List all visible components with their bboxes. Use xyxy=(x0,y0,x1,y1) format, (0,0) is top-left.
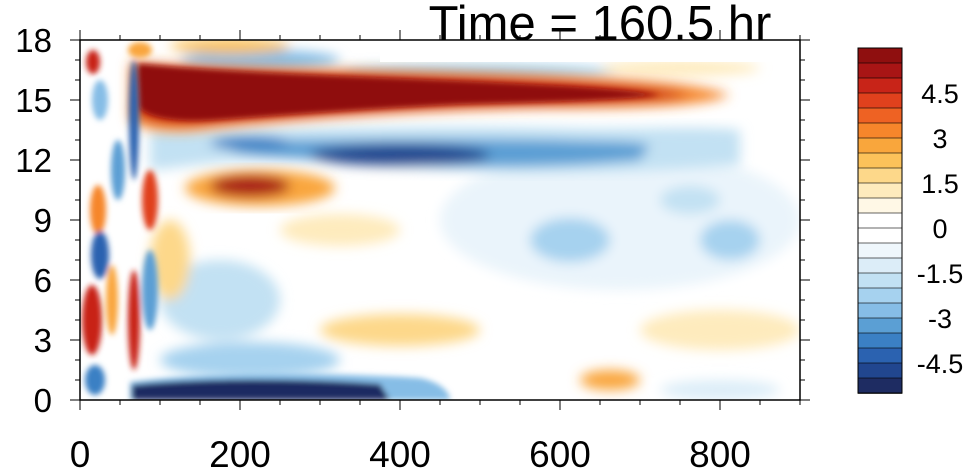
field-warm-mid-left xyxy=(150,220,190,300)
colorbar-tick-label: 0 xyxy=(932,214,947,244)
field-weak-warm-low-2 xyxy=(640,310,800,350)
wave-cold-4 xyxy=(111,140,125,200)
x-tick-label: 0 xyxy=(70,434,91,473)
colorbar-swatch xyxy=(857,107,903,124)
colorbar-tick-label: 1.5 xyxy=(921,169,959,199)
colorbar-swatch xyxy=(857,377,903,394)
y-axis: 0 3 6 9 12 15 18 xyxy=(15,22,810,419)
surface-cold-band-core xyxy=(132,379,390,400)
wave-cold-6 xyxy=(142,250,158,330)
upper-warm-band-core xyxy=(138,64,660,121)
colorbar-tick-label: 4.5 xyxy=(921,79,959,109)
wave-warm-4 xyxy=(106,265,118,335)
x-axis: 0 200 400 600 800 xyxy=(70,30,801,473)
colorbar-swatch xyxy=(857,227,903,244)
title-backdrop xyxy=(380,0,805,62)
colorbar-swatch xyxy=(857,182,903,199)
field-cold-low-left xyxy=(160,342,340,378)
colorbar: 4.5 3 1.5 0 -1.5 -3 -4.5 xyxy=(857,47,964,394)
chart-title: Time = 160.5 hr xyxy=(429,0,772,51)
y-tick-label: 18 xyxy=(15,22,52,59)
colorbar-swatch xyxy=(857,362,903,379)
field-warm-upper-top-left xyxy=(170,40,290,54)
field-weak-cold-right xyxy=(440,150,800,290)
wave-warm-5 xyxy=(128,270,140,370)
upper-cold-band-core xyxy=(310,144,490,166)
wave-cold-5 xyxy=(129,60,139,180)
wave-warm-1 xyxy=(86,50,100,74)
colorbar-swatch xyxy=(857,302,903,319)
colorbar-swatch xyxy=(857,257,903,274)
y-tick-label: 6 xyxy=(34,262,52,299)
colorbar-tick-label: -1.5 xyxy=(917,259,964,289)
heatmap-field xyxy=(82,40,800,400)
field-warm-upper-top-right xyxy=(600,60,760,76)
colorbar-swatch xyxy=(857,332,903,349)
colorbar-swatch xyxy=(857,272,903,289)
x-tick-label: 400 xyxy=(369,434,431,473)
field-cold-blob-right-3 xyxy=(660,186,720,214)
y-tick-label: 0 xyxy=(34,382,52,419)
colorbar-tick-label: 3 xyxy=(932,124,947,154)
y-tick-label: 9 xyxy=(34,202,52,239)
colorbar-swatch xyxy=(857,62,903,79)
wave-warm-3 xyxy=(82,285,102,355)
colorbar-tick-label: -4.5 xyxy=(917,349,964,379)
field-cold-mid-left xyxy=(160,260,280,340)
colorbar-swatch xyxy=(857,242,903,259)
x-tick-label: 600 xyxy=(529,434,591,473)
upper-cold-band-core-2 xyxy=(210,136,290,150)
colorbar-swatch xyxy=(857,167,903,184)
colorbar-swatch xyxy=(857,212,903,229)
colorbar-swatch xyxy=(857,152,903,169)
wave-warm-2 xyxy=(90,185,106,235)
y-tick-label: 3 xyxy=(34,322,52,359)
y-tick-label: 12 xyxy=(15,142,52,179)
y-tick-label: 15 xyxy=(15,82,52,119)
field-weak-warm-mid xyxy=(280,214,400,246)
field-cold-blob-right-2 xyxy=(700,220,760,260)
field-cold-blob-right-1 xyxy=(530,218,610,262)
x-tick-label: 800 xyxy=(689,434,751,473)
colorbar-swatch xyxy=(857,287,903,304)
colorbar-swatch xyxy=(857,347,903,364)
colorbar-frame xyxy=(857,47,903,394)
field-warm-surface-right xyxy=(580,370,640,390)
colorbar-swatch xyxy=(857,92,903,109)
mid-warm-blob-core xyxy=(210,175,290,197)
wave-cold-3 xyxy=(85,365,105,395)
field-cold-upper-left-top xyxy=(180,50,340,70)
wave-cold-1 xyxy=(92,80,108,120)
colorbar-swatch xyxy=(857,137,903,154)
colorbar-tick-label: -3 xyxy=(928,304,952,334)
x-tick-label: 200 xyxy=(209,434,271,473)
colorbar-swatch xyxy=(857,317,903,334)
field-cold-surface-right xyxy=(660,380,780,400)
wave-warm-6 xyxy=(142,170,158,230)
field-weak-warm-low xyxy=(320,314,480,346)
colorbar-swatch xyxy=(857,47,903,64)
colorbar-swatch xyxy=(857,197,903,214)
colorbar-swatch xyxy=(857,122,903,139)
wave-warm-7 xyxy=(128,42,152,58)
wave-cold-2 xyxy=(91,231,109,279)
colorbar-swatch xyxy=(857,77,903,94)
